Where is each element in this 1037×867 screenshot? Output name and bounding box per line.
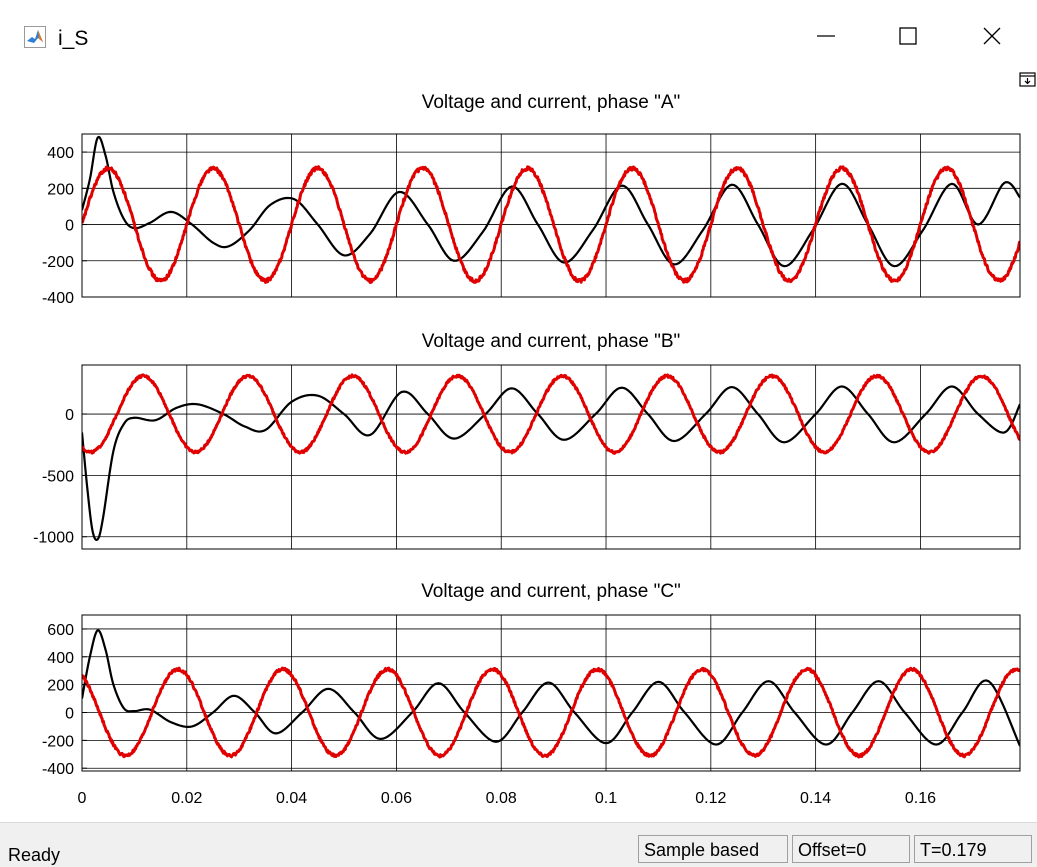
voltage-series-line <box>82 666 1020 759</box>
y-tick-label: 400 <box>47 650 74 667</box>
status-offset: Offset=0 <box>792 835 910 863</box>
y-tick-label: 200 <box>47 678 74 695</box>
x-tick-label: 0.1 <box>595 790 617 807</box>
chart-title: Voltage and current, phase "B" <box>422 331 681 352</box>
y-tick-label: 600 <box>47 622 74 639</box>
window-titlebar: i_S <box>0 0 1037 63</box>
close-icon <box>983 27 1001 45</box>
y-tick-label: -500 <box>42 468 74 485</box>
x-tick-label: 0.16 <box>905 790 936 807</box>
minimize-icon <box>817 35 835 37</box>
minimize-button[interactable] <box>798 14 854 58</box>
y-tick-label: 0 <box>65 706 74 723</box>
voltage-series-line <box>82 165 1020 284</box>
plot-frame <box>81 614 1021 772</box>
y-tick-label: 400 <box>47 145 74 162</box>
y-tick-label: 0 <box>65 407 74 424</box>
chart-title: Voltage and current, phase "C" <box>421 581 681 602</box>
plot-frame <box>81 133 1021 298</box>
status-time: T=0.179 <box>914 835 1032 863</box>
status-bar: Ready Sample based Offset=0 T=0.179 <box>0 822 1037 867</box>
current-series-line <box>82 385 1020 542</box>
x-tick-label: 0.08 <box>486 790 517 807</box>
voltage-series-line <box>82 373 1020 455</box>
plot-frame <box>81 364 1021 550</box>
maximize-icon <box>899 27 917 45</box>
x-tick-label: 0.04 <box>276 790 307 807</box>
status-ready: Ready <box>8 845 61 865</box>
dock-icon[interactable] <box>1019 72 1037 90</box>
x-tick-label: 0.14 <box>800 790 831 807</box>
matlab-icon[interactable] <box>24 26 46 48</box>
x-tick-label: 0 <box>78 790 87 807</box>
window-title: i_S <box>58 27 89 50</box>
x-tick-label: 0.02 <box>171 790 202 807</box>
y-tick-label: -1000 <box>33 530 74 547</box>
y-tick-label: -400 <box>42 761 74 778</box>
scope-plot-area: Voltage and current, phase "A" 400 200 0 -20… <box>0 62 1037 822</box>
current-series-line <box>82 135 1020 268</box>
chart-title: Voltage and current, phase "A" <box>422 92 681 113</box>
x-tick-label: 0.12 <box>695 790 726 807</box>
x-tick-label: 0.06 <box>381 790 412 807</box>
y-tick-label: -200 <box>42 733 74 750</box>
status-sample-mode: Sample based <box>638 835 788 863</box>
y-tick-label: -400 <box>42 290 74 307</box>
y-tick-label: 0 <box>65 218 74 235</box>
scope-plots: Voltage and current, phase "A" 400 200 0 -20… <box>33 92 1021 807</box>
close-button[interactable] <box>964 14 1020 58</box>
y-tick-label: -200 <box>42 254 74 271</box>
y-tick-label: 200 <box>47 181 74 198</box>
maximize-button[interactable] <box>880 14 936 58</box>
